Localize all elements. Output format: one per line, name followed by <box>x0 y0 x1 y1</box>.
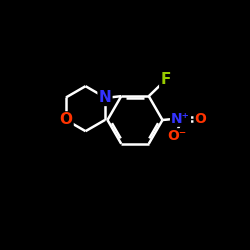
Text: N⁺: N⁺ <box>171 112 190 126</box>
Text: F: F <box>160 72 171 88</box>
Text: O: O <box>60 112 72 128</box>
Text: O: O <box>194 112 206 126</box>
Text: O⁻: O⁻ <box>167 129 186 143</box>
Text: N: N <box>98 90 112 105</box>
